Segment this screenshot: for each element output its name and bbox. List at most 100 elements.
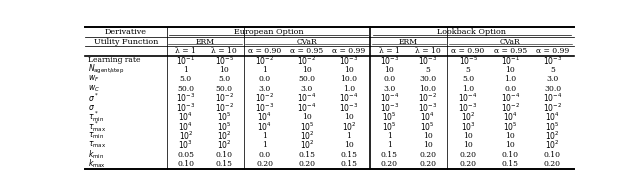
Text: Learning rate: Learning rate	[88, 56, 140, 65]
Text: 0.15: 0.15	[298, 151, 316, 159]
Text: 5: 5	[466, 66, 470, 74]
Text: 10: 10	[423, 141, 433, 149]
Text: $10^{3}$: $10^{3}$	[179, 139, 193, 151]
Text: $10^{4}$: $10^{4}$	[257, 111, 272, 123]
Text: 0.15: 0.15	[216, 160, 233, 168]
Text: 30.0: 30.0	[419, 75, 436, 83]
Text: $10^{-4}$: $10^{-4}$	[339, 92, 358, 104]
Text: $\sigma^*$: $\sigma^*$	[88, 92, 99, 104]
Text: $10^{2}$: $10^{2}$	[342, 120, 356, 132]
Text: 1.0: 1.0	[462, 85, 474, 93]
Text: α = 0.99: α = 0.99	[332, 47, 365, 55]
Text: $10^{-5}$: $10^{-5}$	[215, 54, 234, 67]
Text: λ = 10: λ = 10	[211, 47, 237, 55]
Text: $10^{-4}$: $10^{-4}$	[297, 92, 317, 104]
Text: CVaR: CVaR	[296, 38, 317, 46]
Text: $10^{4}$: $10^{4}$	[503, 111, 518, 123]
Text: 10: 10	[463, 132, 473, 140]
Text: 0.15: 0.15	[502, 160, 519, 168]
Text: 0.10: 0.10	[177, 160, 195, 168]
Text: 0.0: 0.0	[259, 151, 271, 159]
Text: $10^{5}$: $10^{5}$	[420, 120, 435, 132]
Text: $10^{-4}$: $10^{-4}$	[500, 92, 520, 104]
Text: 0.0: 0.0	[504, 85, 516, 93]
Text: 0.15: 0.15	[340, 151, 358, 159]
Text: $\tau_{\min}$: $\tau_{\min}$	[88, 131, 104, 141]
Text: 0.20: 0.20	[381, 160, 398, 168]
Text: $10^{-4}$: $10^{-4}$	[297, 101, 317, 114]
Text: 3.0: 3.0	[547, 75, 559, 83]
Text: $10^{4}$: $10^{4}$	[257, 120, 272, 132]
Text: $10^{-3}$: $10^{-3}$	[380, 54, 399, 67]
Text: CVaR: CVaR	[500, 38, 521, 46]
Text: $10^{2}$: $10^{2}$	[217, 139, 232, 151]
Text: $10^{5}$: $10^{5}$	[217, 111, 232, 123]
Text: 1.0: 1.0	[504, 75, 516, 83]
Text: $10^{-2}$: $10^{-2}$	[543, 101, 562, 114]
Text: $10^{2}$: $10^{2}$	[545, 130, 560, 142]
Text: $10^{4}$: $10^{4}$	[179, 111, 193, 123]
Text: 0.20: 0.20	[460, 151, 477, 159]
Text: $\sigma$: $\sigma$	[88, 103, 95, 112]
Text: $10^{-3}$: $10^{-3}$	[339, 101, 358, 114]
Text: 1: 1	[387, 132, 392, 140]
Text: 5.0: 5.0	[462, 75, 474, 83]
Text: Utility Function: Utility Function	[93, 38, 158, 46]
Text: 10: 10	[385, 66, 394, 74]
Text: $10^{-3}$: $10^{-3}$	[255, 101, 275, 114]
Text: $k_{\max}$: $k_{\max}$	[88, 158, 106, 170]
Text: Derivative: Derivative	[105, 28, 147, 36]
Text: $10^{2}$: $10^{2}$	[300, 130, 314, 142]
Text: 5.0: 5.0	[218, 75, 230, 83]
Text: European Option: European Option	[234, 28, 303, 36]
Text: 0.20: 0.20	[544, 160, 561, 168]
Text: 1: 1	[262, 66, 267, 74]
Text: $10^{-4}$: $10^{-4}$	[458, 92, 478, 104]
Text: $10^{-3}$: $10^{-3}$	[176, 92, 196, 104]
Text: 1: 1	[347, 132, 351, 140]
Text: λ = 1: λ = 1	[175, 47, 196, 55]
Text: $10^{-3}$: $10^{-3}$	[339, 54, 358, 67]
Text: 0.10: 0.10	[544, 151, 561, 159]
Text: 0.20: 0.20	[419, 160, 436, 168]
Text: 10: 10	[423, 132, 433, 140]
Text: $10^{4}$: $10^{4}$	[420, 111, 435, 123]
Text: α = 0.95: α = 0.95	[290, 47, 323, 55]
Text: 0.10: 0.10	[502, 151, 519, 159]
Text: 10: 10	[506, 132, 515, 140]
Text: $10^{-5}$: $10^{-5}$	[458, 54, 477, 67]
Text: $10^{2}$: $10^{2}$	[300, 139, 314, 151]
Text: 0.20: 0.20	[298, 160, 316, 168]
Text: $10^{-2}$: $10^{-2}$	[215, 92, 234, 104]
Text: $10^{5}$: $10^{5}$	[545, 120, 560, 132]
Text: $10^{4}$: $10^{4}$	[545, 111, 560, 123]
Text: $10^{-2}$: $10^{-2}$	[255, 54, 275, 67]
Text: $10^{-1}$: $10^{-1}$	[176, 54, 195, 67]
Text: 10: 10	[302, 66, 312, 74]
Text: $10^{2}$: $10^{2}$	[179, 130, 193, 142]
Text: $10^{-3}$: $10^{-3}$	[418, 54, 437, 67]
Text: 5.0: 5.0	[180, 75, 192, 83]
Text: 0.0: 0.0	[383, 75, 396, 83]
Text: $10^{-3}$: $10^{-3}$	[543, 54, 562, 67]
Text: 10: 10	[220, 66, 229, 74]
Text: 30.0: 30.0	[544, 85, 561, 93]
Text: $10^{-2}$: $10^{-2}$	[215, 101, 234, 114]
Text: 3.0: 3.0	[301, 85, 313, 93]
Text: 0.15: 0.15	[381, 151, 398, 159]
Text: $10^{-4}$: $10^{-4}$	[543, 92, 562, 104]
Text: $10^{-3}$: $10^{-3}$	[418, 101, 437, 114]
Text: 5: 5	[426, 66, 430, 74]
Text: 1: 1	[262, 132, 267, 140]
Text: $10^{2}$: $10^{2}$	[545, 139, 560, 151]
Text: α = 0.90: α = 0.90	[451, 47, 484, 55]
Text: 10: 10	[344, 66, 354, 74]
Text: $\tau^*_{\min}$: $\tau^*_{\min}$	[88, 109, 104, 124]
Text: ERM: ERM	[196, 38, 214, 46]
Text: $10^{-3}$: $10^{-3}$	[176, 101, 196, 114]
Text: 3.0: 3.0	[383, 85, 396, 93]
Text: $\tau_{\max}$: $\tau_{\max}$	[88, 140, 106, 150]
Text: $10^{-2}$: $10^{-2}$	[297, 54, 316, 67]
Text: λ = 1: λ = 1	[379, 47, 400, 55]
Text: $10^{2}$: $10^{2}$	[217, 130, 232, 142]
